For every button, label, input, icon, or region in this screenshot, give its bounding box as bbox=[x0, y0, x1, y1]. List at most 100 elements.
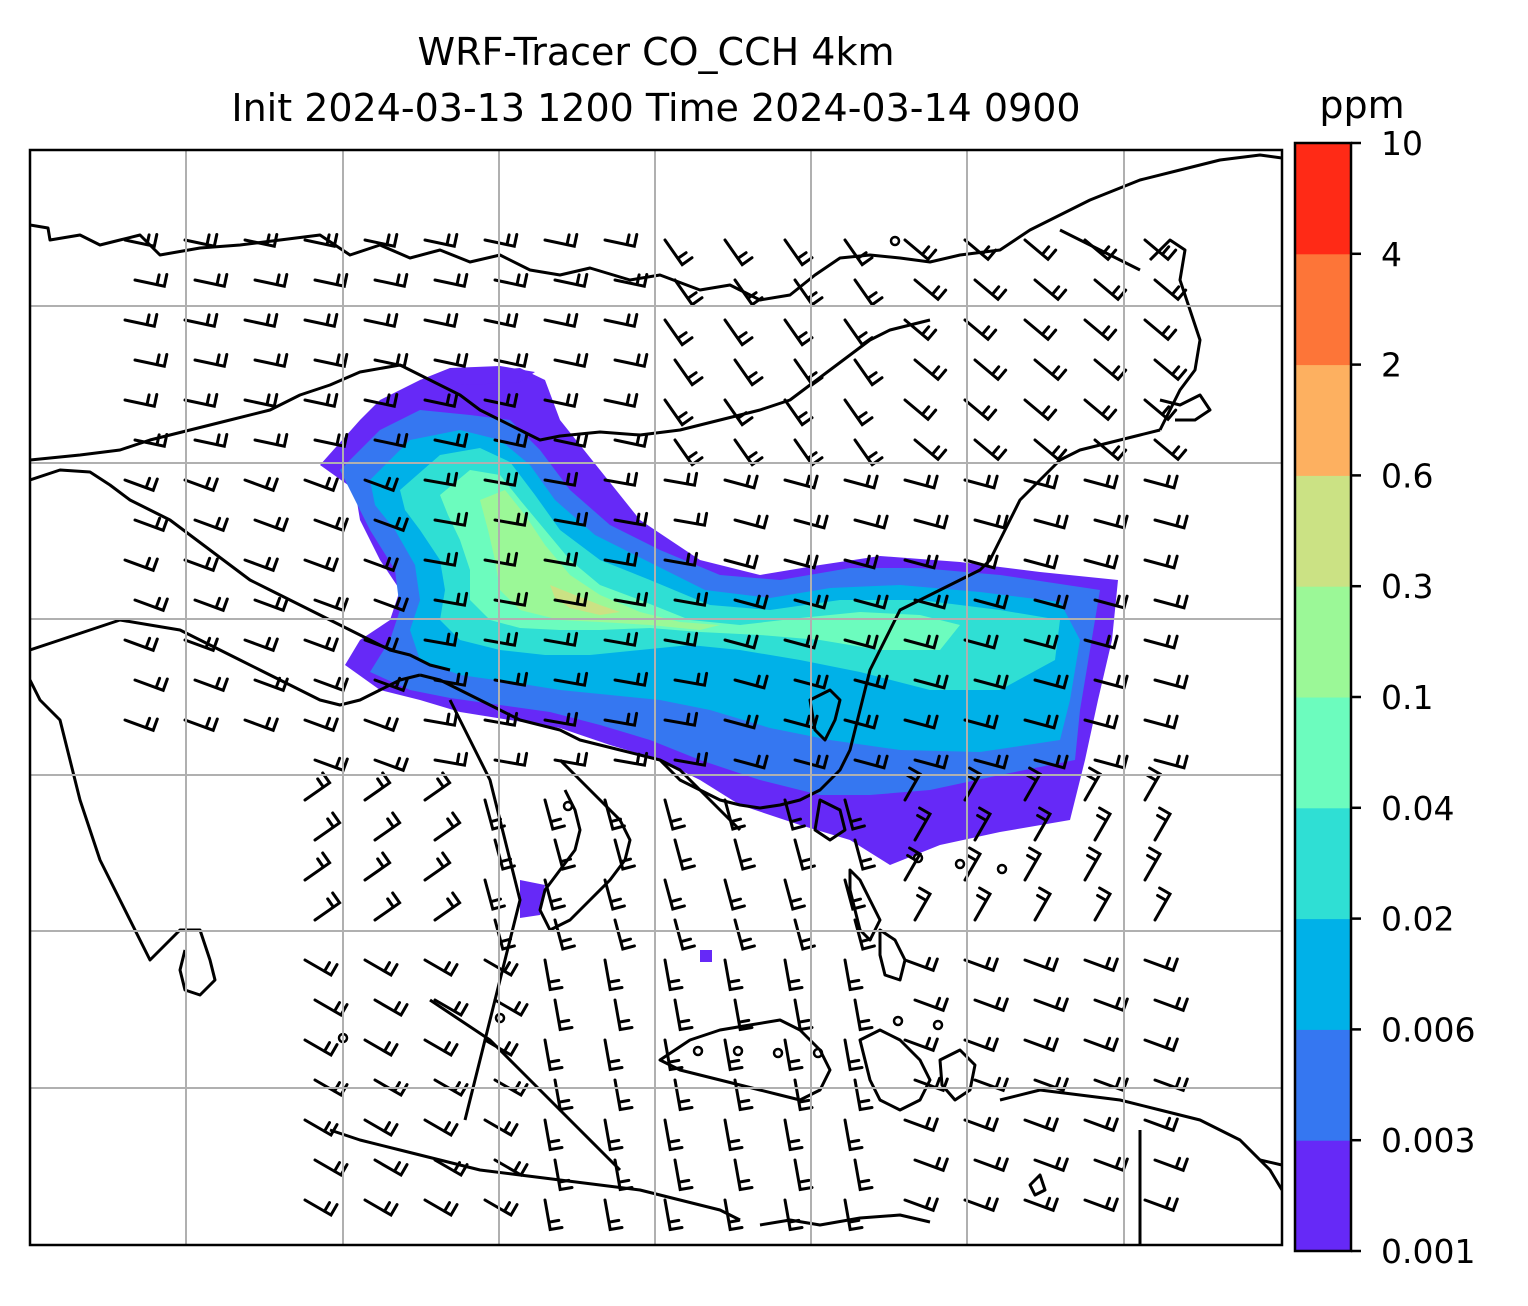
wind-barb bbox=[1083, 1116, 1119, 1133]
wind-barb bbox=[1023, 1116, 1059, 1133]
wind-barb bbox=[973, 514, 1009, 530]
wind-barb bbox=[493, 751, 529, 767]
wind-barb bbox=[483, 1198, 519, 1218]
wind-barb bbox=[1143, 956, 1179, 973]
wind-barb bbox=[973, 1076, 1009, 1093]
wind-barb bbox=[423, 233, 459, 248]
wind-barb bbox=[423, 471, 459, 487]
wind-barb bbox=[493, 1158, 529, 1178]
wind-barb bbox=[243, 476, 279, 493]
wind-barb bbox=[973, 278, 1008, 302]
wind-barb bbox=[793, 1158, 814, 1192]
wind-barb bbox=[673, 998, 694, 1032]
wind-barb bbox=[613, 918, 636, 951]
wind-barb bbox=[1143, 474, 1179, 490]
wind-barb bbox=[1153, 438, 1188, 462]
wind-barb bbox=[913, 806, 933, 842]
wind-barb bbox=[733, 674, 769, 690]
wind-barb bbox=[963, 846, 983, 882]
wind-barb bbox=[363, 313, 399, 328]
wind-barb bbox=[543, 233, 579, 248]
wind-barb bbox=[493, 353, 529, 368]
wind-barb bbox=[903, 1116, 939, 1133]
colorbar-block bbox=[1295, 253, 1351, 366]
wind-barb bbox=[303, 851, 332, 882]
wind-barb bbox=[903, 1036, 939, 1053]
wind-barb bbox=[363, 476, 399, 493]
wind-barb bbox=[303, 476, 339, 493]
wind-barb bbox=[663, 958, 684, 992]
wind-barb bbox=[1023, 398, 1058, 422]
wind-barb bbox=[303, 1198, 339, 1218]
wind-barb bbox=[853, 754, 889, 770]
wind-barb bbox=[433, 891, 462, 922]
wind-barb bbox=[853, 594, 889, 610]
colorbar-block bbox=[1295, 1029, 1351, 1141]
wind-barb bbox=[853, 438, 884, 467]
wind-barb bbox=[1143, 714, 1179, 730]
wind-barb bbox=[613, 353, 649, 368]
wind-barb bbox=[373, 676, 409, 693]
wind-barb bbox=[313, 1158, 349, 1178]
colorbar-tick-label: 0.3 bbox=[1381, 567, 1433, 606]
wind-barb bbox=[783, 474, 819, 490]
wind-barb bbox=[483, 958, 519, 978]
wind-barb bbox=[613, 511, 649, 527]
wind-barb bbox=[423, 851, 452, 882]
wind-barb bbox=[913, 278, 948, 302]
wind-barb bbox=[1153, 1156, 1189, 1173]
wind-barb bbox=[363, 393, 399, 408]
wind-barb bbox=[313, 891, 342, 922]
wind-barb bbox=[973, 996, 1009, 1013]
wind-barb bbox=[1023, 634, 1059, 650]
wind-barbs bbox=[123, 233, 1189, 1232]
wind-barb bbox=[783, 1118, 804, 1152]
wind-barb bbox=[1153, 594, 1189, 610]
tracer-plume bbox=[320, 366, 1118, 962]
wind-barb bbox=[613, 671, 649, 687]
wind-barb bbox=[673, 671, 709, 687]
wind-barb bbox=[553, 1158, 574, 1192]
wind-barb bbox=[1153, 514, 1189, 530]
colorbar-blocks bbox=[1295, 143, 1351, 1252]
wind-barb bbox=[963, 1196, 999, 1213]
wind-barb bbox=[1153, 358, 1188, 382]
wind-barb bbox=[483, 233, 519, 248]
wind-barb bbox=[673, 1158, 694, 1192]
wind-barb bbox=[973, 674, 1009, 690]
wind-barb bbox=[543, 393, 579, 408]
wind-barb bbox=[973, 806, 993, 842]
wind-barb bbox=[723, 554, 759, 570]
wind-barb bbox=[603, 1038, 624, 1072]
wind-barb bbox=[303, 1038, 339, 1058]
wind-barb bbox=[843, 878, 866, 911]
wind-barb bbox=[1023, 714, 1059, 730]
wind-barb bbox=[243, 716, 279, 733]
wind-barb bbox=[433, 433, 469, 448]
wind-barb bbox=[603, 798, 626, 831]
wind-barb bbox=[913, 886, 933, 922]
wind-barb bbox=[663, 398, 694, 427]
wind-barb bbox=[663, 798, 686, 831]
wind-barb bbox=[483, 1118, 519, 1138]
wind-barb bbox=[303, 716, 339, 733]
wind-barb bbox=[673, 358, 704, 387]
wind-barb bbox=[913, 996, 949, 1013]
wind-barb bbox=[363, 716, 399, 733]
wind-barb bbox=[1083, 714, 1119, 730]
wind-barb bbox=[373, 1158, 409, 1178]
wind-barb bbox=[963, 238, 998, 262]
wind-barb bbox=[663, 1118, 684, 1152]
wind-barb bbox=[843, 1038, 864, 1072]
wind-barb bbox=[783, 554, 819, 570]
wind-barb bbox=[843, 958, 864, 992]
wind-barb bbox=[1083, 846, 1103, 882]
wind-barb bbox=[913, 674, 949, 690]
wind-barb bbox=[1023, 956, 1059, 973]
wind-barb bbox=[423, 711, 459, 727]
wind-barb bbox=[1023, 238, 1058, 262]
wind-barb bbox=[973, 886, 993, 922]
wind-barb bbox=[1033, 514, 1069, 530]
wind-barb bbox=[363, 958, 399, 978]
colorbar-block bbox=[1295, 807, 1351, 920]
